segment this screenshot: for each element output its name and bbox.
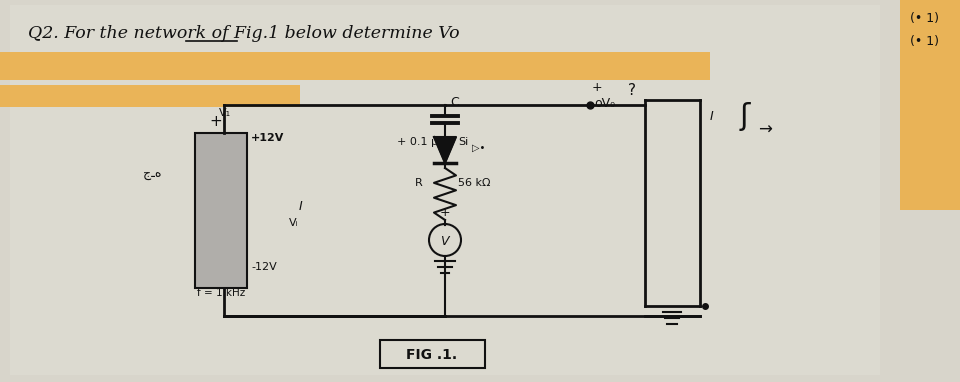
Bar — [0, 52, 710, 80]
Text: Vᵢ: Vᵢ — [289, 218, 299, 228]
Bar — [900, 0, 960, 210]
Text: V: V — [440, 235, 448, 248]
Text: Q2. For the network of Fig.1 below determine Vo: Q2. For the network of Fig.1 below deter… — [28, 25, 460, 42]
Text: +12V: +12V — [251, 133, 284, 143]
Text: -12V: -12V — [251, 262, 276, 272]
Text: ▷•: ▷• — [472, 143, 486, 153]
Polygon shape — [434, 137, 456, 163]
Text: +: + — [209, 114, 222, 129]
Text: V₁: V₁ — [219, 108, 231, 118]
Text: +: + — [592, 81, 603, 94]
Text: +: + — [440, 206, 450, 219]
Text: I: I — [710, 110, 713, 123]
Text: جـه: جـه — [143, 168, 161, 181]
Text: (• 1): (• 1) — [910, 35, 939, 48]
Text: C: C — [450, 96, 459, 109]
Bar — [380, 340, 485, 368]
Bar — [0, 85, 300, 107]
Bar — [195, 133, 247, 288]
Text: 56 kΩ: 56 kΩ — [458, 178, 491, 188]
Text: + 0.1 μF: + 0.1 μF — [397, 137, 444, 147]
Text: →: → — [758, 121, 772, 139]
Text: FIG .1.: FIG .1. — [406, 348, 458, 362]
Text: (• 1): (• 1) — [910, 12, 939, 25]
Text: f = 1 kHz: f = 1 kHz — [197, 288, 245, 298]
Text: oV₀: oV₀ — [594, 97, 615, 110]
Text: Si: Si — [458, 137, 468, 147]
Text: ʃ: ʃ — [740, 102, 751, 131]
Text: I: I — [299, 200, 302, 213]
Text: ?: ? — [628, 83, 636, 98]
Text: R: R — [415, 178, 422, 188]
